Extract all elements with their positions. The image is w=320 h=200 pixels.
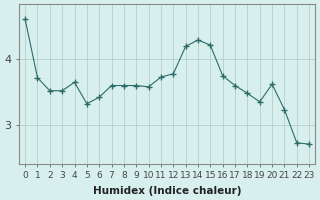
X-axis label: Humidex (Indice chaleur): Humidex (Indice chaleur)	[93, 186, 241, 196]
